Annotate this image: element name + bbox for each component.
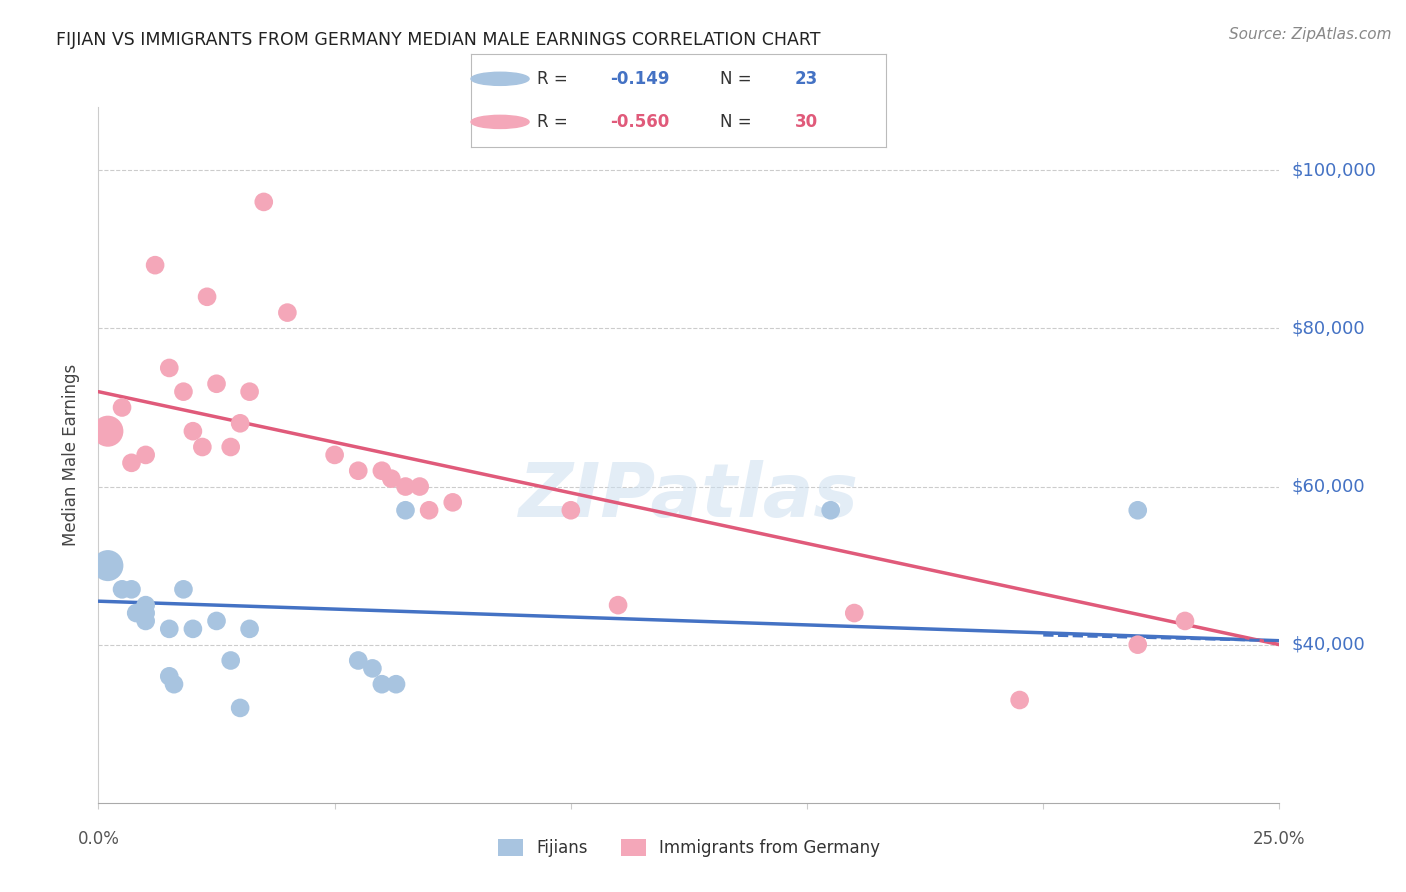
Text: -0.560: -0.560 — [610, 113, 669, 131]
Text: ZIPatlas: ZIPatlas — [519, 460, 859, 533]
Text: $100,000: $100,000 — [1291, 161, 1376, 179]
Circle shape — [471, 72, 529, 86]
Point — [97, 558, 120, 573]
Point — [125, 606, 148, 620]
Point — [229, 701, 252, 715]
Text: FIJIAN VS IMMIGRANTS FROM GERMANY MEDIAN MALE EARNINGS CORRELATION CHART: FIJIAN VS IMMIGRANTS FROM GERMANY MEDIAN… — [56, 31, 821, 49]
Point — [135, 448, 157, 462]
Point — [347, 464, 370, 478]
Text: -0.149: -0.149 — [610, 70, 669, 87]
Point — [385, 677, 408, 691]
Point — [1174, 614, 1197, 628]
Point — [820, 503, 842, 517]
Point — [111, 582, 134, 597]
Point — [157, 669, 180, 683]
Point — [205, 376, 228, 391]
Point — [844, 606, 866, 620]
Text: R =: R = — [537, 113, 574, 131]
Point — [1126, 503, 1149, 517]
Point — [195, 290, 218, 304]
Point — [323, 448, 346, 462]
Point — [172, 582, 194, 597]
Point — [205, 614, 228, 628]
Point — [229, 417, 252, 431]
Point — [111, 401, 134, 415]
Point — [418, 503, 440, 517]
Point — [607, 598, 630, 612]
Text: $80,000: $80,000 — [1291, 319, 1365, 337]
Point — [181, 622, 204, 636]
Legend: Fijians, Immigrants from Germany: Fijians, Immigrants from Germany — [491, 832, 887, 864]
Point — [219, 440, 242, 454]
Point — [560, 503, 582, 517]
Text: 25.0%: 25.0% — [1253, 830, 1306, 848]
Point — [143, 258, 166, 272]
Text: R =: R = — [537, 70, 574, 87]
Point — [361, 661, 384, 675]
Text: N =: N = — [720, 70, 756, 87]
Point — [219, 653, 242, 667]
Text: $60,000: $60,000 — [1291, 477, 1365, 496]
Point — [239, 384, 262, 399]
Point — [380, 472, 402, 486]
Point — [157, 361, 180, 376]
Point — [121, 456, 143, 470]
Point — [97, 424, 120, 438]
Point — [172, 384, 194, 399]
Point — [347, 653, 370, 667]
Text: 30: 30 — [794, 113, 818, 131]
Point — [239, 622, 262, 636]
Y-axis label: Median Male Earnings: Median Male Earnings — [62, 364, 80, 546]
Point — [135, 598, 157, 612]
Point — [135, 606, 157, 620]
Point — [157, 622, 180, 636]
Point — [181, 424, 204, 438]
Point — [408, 479, 430, 493]
Point — [371, 464, 394, 478]
Point — [163, 677, 186, 691]
Point — [371, 677, 394, 691]
Point — [276, 305, 298, 319]
Point — [394, 479, 416, 493]
Point — [191, 440, 214, 454]
Text: 23: 23 — [794, 70, 818, 87]
Circle shape — [471, 115, 529, 128]
Text: Source: ZipAtlas.com: Source: ZipAtlas.com — [1229, 27, 1392, 42]
Point — [1126, 638, 1149, 652]
Point — [441, 495, 464, 509]
Point — [253, 194, 276, 209]
Point — [135, 614, 157, 628]
Text: $40,000: $40,000 — [1291, 636, 1365, 654]
Text: 0.0%: 0.0% — [77, 830, 120, 848]
Point — [394, 503, 416, 517]
Text: N =: N = — [720, 113, 756, 131]
Point — [1008, 693, 1031, 707]
Point — [121, 582, 143, 597]
